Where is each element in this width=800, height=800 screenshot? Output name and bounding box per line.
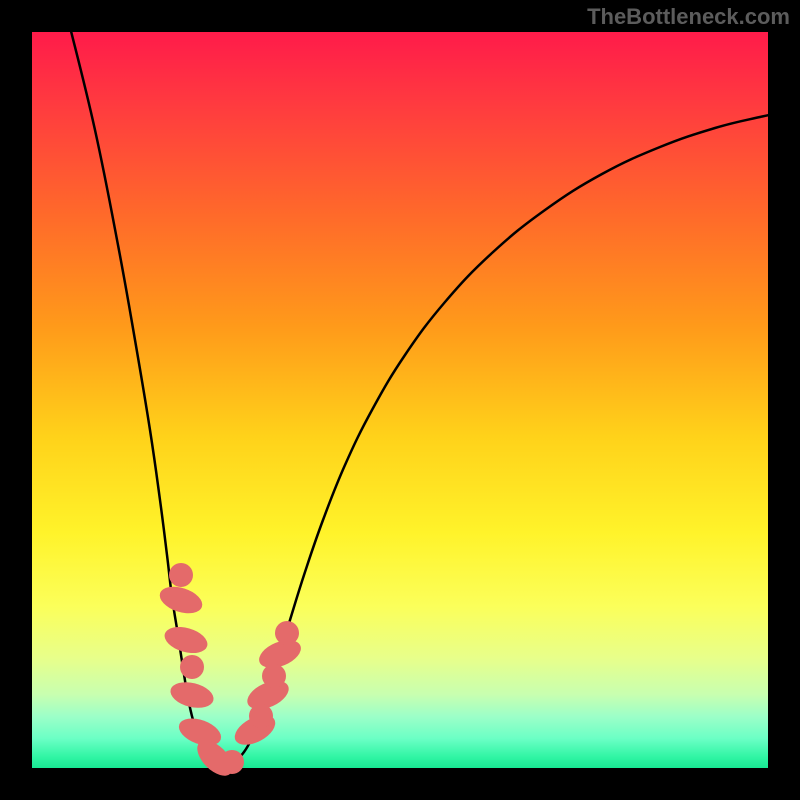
marker-dot [262,664,286,688]
curve-right [228,113,780,764]
chart-overlay-svg [0,0,800,800]
marker-dot [180,655,204,679]
marker-dot [220,750,244,774]
marker-dot [275,621,299,645]
marker-capsule [168,678,216,712]
markers-group [156,563,305,782]
marker-capsule [162,622,211,657]
marker-dot [169,563,193,587]
chart-root: TheBottleneck.com [0,0,800,800]
marker-capsule [156,582,205,618]
marker-dot [249,704,273,728]
watermark-text: TheBottleneck.com [587,4,790,30]
curve-left [69,23,228,764]
